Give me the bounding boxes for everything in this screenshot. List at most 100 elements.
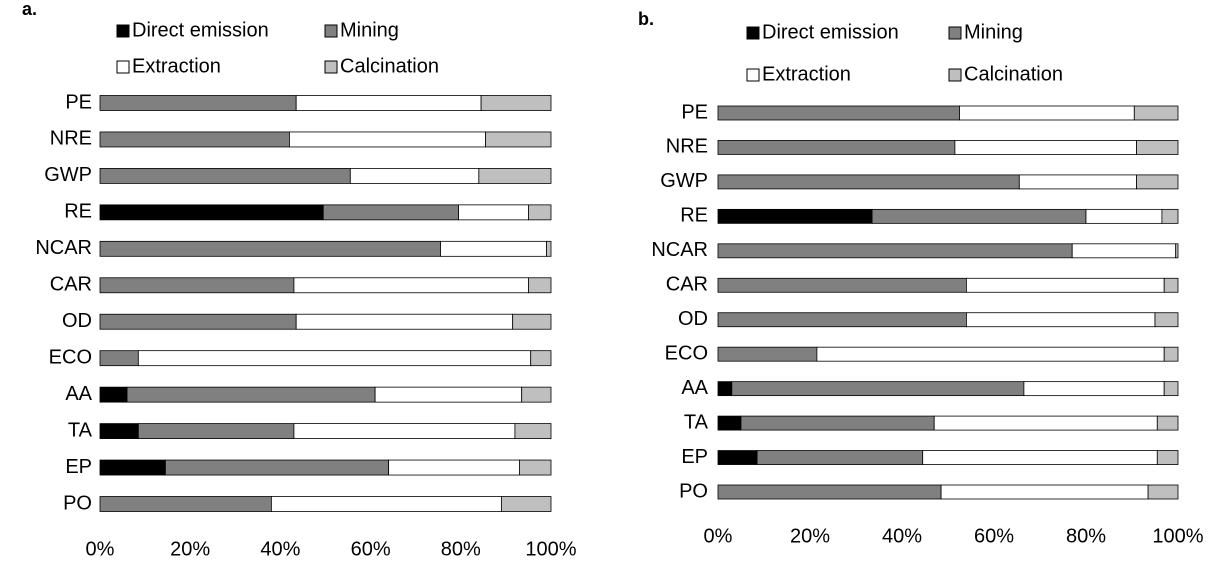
x-tick-label: 0% xyxy=(704,525,733,547)
bar-segment xyxy=(717,105,960,121)
bar-segment xyxy=(500,496,552,512)
bar-segment xyxy=(1133,105,1179,121)
legend-swatch xyxy=(746,26,760,40)
category-label: NRE xyxy=(50,128,92,150)
bar-segment xyxy=(322,204,459,221)
bar-segment xyxy=(1154,312,1179,328)
bar-segment xyxy=(940,484,1149,500)
bar-segment xyxy=(756,450,924,465)
bar-segment xyxy=(717,174,1020,190)
bar-segment xyxy=(966,312,1156,328)
bar-segment xyxy=(717,450,758,465)
bar-segment xyxy=(519,459,552,476)
bar-segment xyxy=(99,423,139,439)
category-label: PE xyxy=(65,91,92,113)
bar-segment xyxy=(99,168,351,184)
x-tick-label: 20% xyxy=(790,525,830,547)
bar-segment xyxy=(528,204,552,221)
bar-segment xyxy=(349,168,480,184)
bar-segment xyxy=(966,277,1165,293)
category-label: AA xyxy=(681,377,708,399)
bar-segment xyxy=(521,386,552,403)
legend-swatch xyxy=(746,68,760,82)
legend-label: Extraction xyxy=(132,55,221,77)
bar-segment xyxy=(137,423,295,439)
legend-swatch xyxy=(116,24,130,38)
legend-label: Mining xyxy=(964,21,1023,43)
x-tick-label: 40% xyxy=(882,525,922,547)
bar-segment xyxy=(293,423,516,439)
bar-segment xyxy=(871,208,1087,224)
bar-segment xyxy=(1163,277,1179,293)
legend-label: Extraction xyxy=(762,63,851,85)
category-label: EP xyxy=(681,446,708,468)
bar-segment xyxy=(959,105,1135,121)
bar-segment xyxy=(717,312,967,328)
bar-segment xyxy=(478,168,552,184)
category-label: CAR xyxy=(666,274,708,296)
bar-segment xyxy=(485,131,552,148)
category-label: GWP xyxy=(660,170,708,192)
bar-segment xyxy=(512,313,552,330)
bar-segment xyxy=(99,350,139,367)
legend-swatch xyxy=(116,60,130,74)
bar-segment xyxy=(289,131,487,148)
legend-label: Direct emission xyxy=(132,19,269,41)
bar-segment xyxy=(717,381,733,397)
category-label: AA xyxy=(65,383,92,405)
bar-segment xyxy=(1161,208,1179,224)
bar-segment xyxy=(816,346,1165,362)
bar-segment xyxy=(1163,346,1179,362)
category-label: PO xyxy=(63,492,92,514)
bar-segment xyxy=(740,415,935,431)
bar-segment xyxy=(126,386,376,403)
bar-segment xyxy=(933,415,1158,431)
bar-segment xyxy=(717,484,942,500)
category-label: NCAR xyxy=(35,237,92,259)
x-tick-label: 60% xyxy=(974,525,1014,547)
legend-swatch xyxy=(948,26,962,40)
bar-segment xyxy=(1136,140,1179,155)
bar-segment xyxy=(717,415,742,431)
bar-segment xyxy=(164,459,390,476)
category-label: RE xyxy=(64,201,92,223)
legend-label: Direct emission xyxy=(762,21,899,43)
category-label: CAR xyxy=(50,274,92,296)
bar-segment xyxy=(717,277,967,293)
bar-segment xyxy=(1156,450,1179,465)
bar-segment xyxy=(293,277,529,294)
category-label: PO xyxy=(679,480,708,502)
panel-label: b. xyxy=(638,9,654,29)
category-label: ECO xyxy=(49,346,92,368)
legend-swatch xyxy=(324,24,338,38)
bar-segment xyxy=(717,140,956,155)
x-tick-label: 0% xyxy=(86,538,115,560)
category-label: EP xyxy=(65,456,92,478)
bar-segment xyxy=(440,240,547,257)
bar-segment xyxy=(731,381,1025,397)
bar-segment xyxy=(99,95,297,111)
bar-segment xyxy=(295,95,482,111)
legend-swatch xyxy=(324,60,338,74)
panel-label: a. xyxy=(22,0,37,19)
bar-segment xyxy=(1156,415,1179,431)
legend-label: Mining xyxy=(340,19,399,41)
bar-segment xyxy=(1071,243,1177,259)
category-label: ECO xyxy=(665,342,708,364)
x-tick-label: 40% xyxy=(260,538,300,560)
bar-segment xyxy=(717,346,818,362)
legend-swatch xyxy=(948,68,962,82)
bar-segment xyxy=(530,350,552,367)
category-label: NCAR xyxy=(651,239,708,261)
bar-segment xyxy=(458,204,529,221)
bar-segment xyxy=(1018,174,1137,190)
x-tick-label: 80% xyxy=(441,538,481,560)
bar-segment xyxy=(1085,208,1163,224)
bar-segment xyxy=(1023,381,1165,397)
category-label: PE xyxy=(681,101,708,123)
bar-segment xyxy=(1175,243,1179,259)
bar-segment xyxy=(99,240,441,257)
x-tick-label: 60% xyxy=(351,538,391,560)
bar-segment xyxy=(99,459,166,476)
